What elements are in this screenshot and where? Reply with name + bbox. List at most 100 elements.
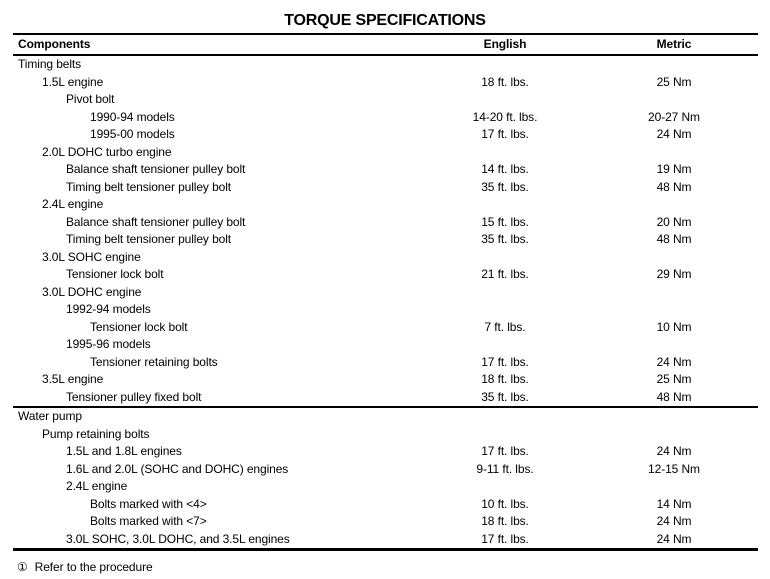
english-value-cell xyxy=(420,408,590,426)
column-header-components: Components xyxy=(18,37,91,51)
table-row: 3.0L SOHC engine xyxy=(13,249,758,267)
column-header-metric: Metric xyxy=(656,37,692,51)
component-cell: 1992-94 models xyxy=(66,302,151,316)
footnote-marker-icon: ① xyxy=(17,560,28,574)
metric-value-cell: 20 Nm xyxy=(656,214,692,229)
component-cell: 1995-96 models xyxy=(66,337,151,351)
component-cell: Pump retaining bolts xyxy=(42,426,150,441)
english-value-cell: 7 ft. lbs. xyxy=(484,319,526,334)
component-cell: Balance shaft tensioner pulley bolt xyxy=(66,162,246,176)
table-row: Pump retaining bolts xyxy=(13,426,758,444)
english-value-cell xyxy=(420,336,590,354)
component-cell: Timing belt tensioner pulley bolt xyxy=(66,232,232,246)
page-title: TORQUE SPECIFICATIONS xyxy=(284,12,486,29)
table-row: Tensioner pulley fixed bolt 35 ft. lbs. 48… xyxy=(13,389,758,407)
component-cell: Water pump xyxy=(18,409,82,423)
component-cell: Pivot bolt xyxy=(66,92,115,106)
table-row: 2.4L engine xyxy=(13,196,758,214)
component-cell: Timing belt tensioner pulley bolt xyxy=(66,179,232,194)
english-value-cell: 14-20 ft. lbs. xyxy=(472,109,538,124)
metric-value-cell xyxy=(590,144,758,162)
english-value-cell xyxy=(420,91,590,109)
metric-value-cell: 29 Nm xyxy=(656,267,692,281)
footnote-text: Refer to the procedure xyxy=(34,560,153,574)
metric-value-cell: 25 Nm xyxy=(656,74,692,89)
english-value-cell: 35 ft. lbs. xyxy=(481,179,529,194)
english-value-cell xyxy=(420,284,590,302)
metric-value-cell xyxy=(590,408,758,426)
component-cell: 3.0L SOHC engine xyxy=(42,249,141,264)
english-value-cell xyxy=(420,144,590,162)
metric-value-cell: 24 Nm xyxy=(656,127,692,141)
metric-value-cell: 24 Nm xyxy=(656,354,692,369)
metric-value-cell: 10 Nm xyxy=(656,319,692,334)
metric-value-cell xyxy=(590,336,758,354)
english-value-cell xyxy=(420,478,590,496)
table-row: Balance shaft tensioner pulley bolt 15 ft… xyxy=(13,214,758,232)
component-cell: Bolts marked with <4> xyxy=(90,496,207,511)
table-row: 3.0L DOHC engine xyxy=(13,284,758,302)
metric-value-cell xyxy=(590,284,758,302)
table-row: 1995-96 models xyxy=(13,336,758,354)
component-cell: Bolts marked with <7> xyxy=(90,514,207,528)
english-value-cell: 18 ft. lbs. xyxy=(481,74,529,89)
english-value-cell: 21 ft. lbs. xyxy=(481,267,529,281)
english-value-cell: 14 ft. lbs. xyxy=(481,162,529,176)
table-section: Timing belts 1.5L engine 18 ft. lbs. 25 Nm P… xyxy=(13,56,758,408)
component-cell: 2.4L engine xyxy=(42,197,104,211)
component-cell: 1.5L engine xyxy=(42,74,104,89)
table-row: Pivot bolt xyxy=(13,91,758,109)
component-cell: 1.5L and 1.8L engines xyxy=(66,444,182,458)
english-value-cell xyxy=(420,56,590,74)
table-header: Components English Metric xyxy=(13,35,758,56)
column-header-english: English xyxy=(483,37,527,51)
table-row: 1.5L and 1.8L engines 17 ft. lbs. 24 Nm xyxy=(13,443,758,461)
metric-value-cell: 48 Nm xyxy=(656,232,692,246)
component-cell: 3.5L engine xyxy=(42,372,104,386)
component-cell: 2.0L DOHC turbo engine xyxy=(42,144,172,159)
component-cell: 1995-00 models xyxy=(90,127,175,141)
table-row: Timing belt tensioner pulley bolt 35 ft. … xyxy=(13,179,758,197)
metric-value-cell: 48 Nm xyxy=(656,179,692,194)
table-row: 2.4L engine xyxy=(13,478,758,496)
table-row: 1992-94 models xyxy=(13,301,758,319)
metric-value-cell xyxy=(590,478,758,496)
table-row: 1995-00 models 17 ft. lbs. 24 Nm xyxy=(13,126,758,144)
component-cell: 1990-94 models xyxy=(90,109,175,124)
table-row: Bolts marked with <7> 18 ft. lbs. 24 Nm xyxy=(13,513,758,531)
table-section: Water pump Pump retaining bolts 1.5L and 1… xyxy=(13,408,758,551)
component-cell: Tensioner lock bolt xyxy=(90,319,188,334)
component-cell: Tensioner retaining bolts xyxy=(90,354,218,369)
metric-value-cell xyxy=(590,249,758,267)
english-value-cell: 18 ft. lbs. xyxy=(481,514,529,528)
english-value-cell xyxy=(420,196,590,214)
component-cell: 3.0L DOHC engine xyxy=(42,284,142,299)
table-body: Timing belts 1.5L engine 18 ft. lbs. 25 Nm P… xyxy=(13,56,758,551)
component-cell: Tensioner lock bolt xyxy=(66,267,164,281)
metric-value-cell xyxy=(590,91,758,109)
component-cell: 2.4L engine xyxy=(66,479,128,493)
table-row: 1.5L engine 18 ft. lbs. 25 Nm xyxy=(13,74,758,92)
table-row: 1.6L and 2.0L (SOHC and DOHC) engines 9-1… xyxy=(13,461,758,479)
english-value-cell xyxy=(420,426,590,444)
component-cell: Tensioner pulley fixed bolt xyxy=(66,389,202,404)
component-cell: Balance shaft tensioner pulley bolt xyxy=(66,214,246,229)
table-row: Tensioner lock bolt 21 ft. lbs. 29 Nm xyxy=(13,266,758,284)
metric-value-cell: 48 Nm xyxy=(656,389,692,404)
metric-value-cell: 14 Nm xyxy=(656,496,692,511)
metric-value-cell: 24 Nm xyxy=(656,444,692,458)
english-value-cell: 17 ft. lbs. xyxy=(481,127,529,141)
table-row: Tensioner retaining bolts 17 ft. lbs. 24 N… xyxy=(13,354,758,372)
english-value-cell xyxy=(420,249,590,267)
english-value-cell: 35 ft. lbs. xyxy=(481,232,529,246)
table-row: 2.0L DOHC turbo engine xyxy=(13,144,758,162)
metric-value-cell: 25 Nm xyxy=(656,372,692,386)
footnote: ① Refer to the procedure xyxy=(17,560,770,574)
metric-value-cell xyxy=(590,196,758,214)
english-value-cell: 10 ft. lbs. xyxy=(481,496,529,511)
metric-value-cell: 19 Nm xyxy=(656,162,692,176)
component-cell: 1.6L and 2.0L (SOHC and DOHC) engines xyxy=(66,461,289,476)
metric-value-cell xyxy=(590,301,758,319)
english-value-cell: 15 ft. lbs. xyxy=(481,214,529,229)
torque-table: Components English Metric Timing belts 1.… xyxy=(13,33,758,551)
